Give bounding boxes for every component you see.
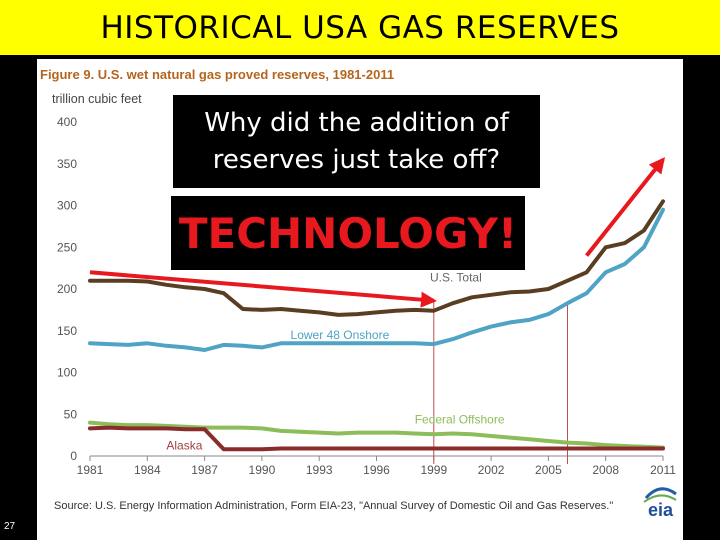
svg-text:eia: eia [648,500,674,519]
title-banner: HISTORICAL USA GAS RESERVES [0,0,720,55]
y-tick-label: 400 [57,115,77,129]
series-label-federal-offshore: Federal Offshore [415,412,505,426]
series-label-alaska: Alaska [166,438,202,452]
y-tick-label: 100 [57,366,77,380]
technology-callout: TECHNOLOGY! [171,196,525,270]
x-tick-label: 1981 [77,463,104,477]
y-axis-unit-label: trillion cubic feet [52,92,142,106]
x-tick-label: 2008 [592,463,619,477]
x-tick-label: 2011 [650,463,676,477]
x-tick-label: 1993 [306,463,333,477]
red-arrow-1 [89,270,437,308]
x-tick-label: 1990 [249,463,276,477]
y-tick-label: 300 [57,199,77,213]
source-note: Source: U.S. Energy Information Administ… [54,500,614,512]
x-tick-label: 1999 [420,463,447,477]
y-tick-label: 200 [57,282,77,296]
y-tick-label: 50 [64,407,78,421]
x-tick-label: 2005 [535,463,562,477]
gas-reserves-line-chart: 0 50 100 150 200 250 300 350 400 1981 1984 1987 1990… [57,115,676,477]
series-label-u-s-total: U.S. Total [430,270,482,284]
series-label-lower-48-onshore: Lower 48 Onshore [291,328,390,342]
eia-logo: eia [643,487,677,519]
figure-title: Figure 9. U.S. wet natural gas proved re… [40,67,395,82]
x-tick-label: 1987 [191,463,218,477]
slide-title: HISTORICAL USA GAS RESERVES [100,9,620,46]
x-tick-label: 2002 [478,463,505,477]
y-tick-label: 350 [57,157,77,171]
question-callout: Why did the addition of reserves just ta… [171,93,542,190]
y-tick-label: 0 [70,449,77,463]
x-tick-label: 1984 [134,463,161,477]
y-tick-label: 250 [57,240,77,254]
y-tick-label: 150 [57,324,77,338]
x-tick-label: 1996 [363,463,390,477]
slide-number: 27 [4,521,16,532]
red-arrow-2 [585,157,665,257]
